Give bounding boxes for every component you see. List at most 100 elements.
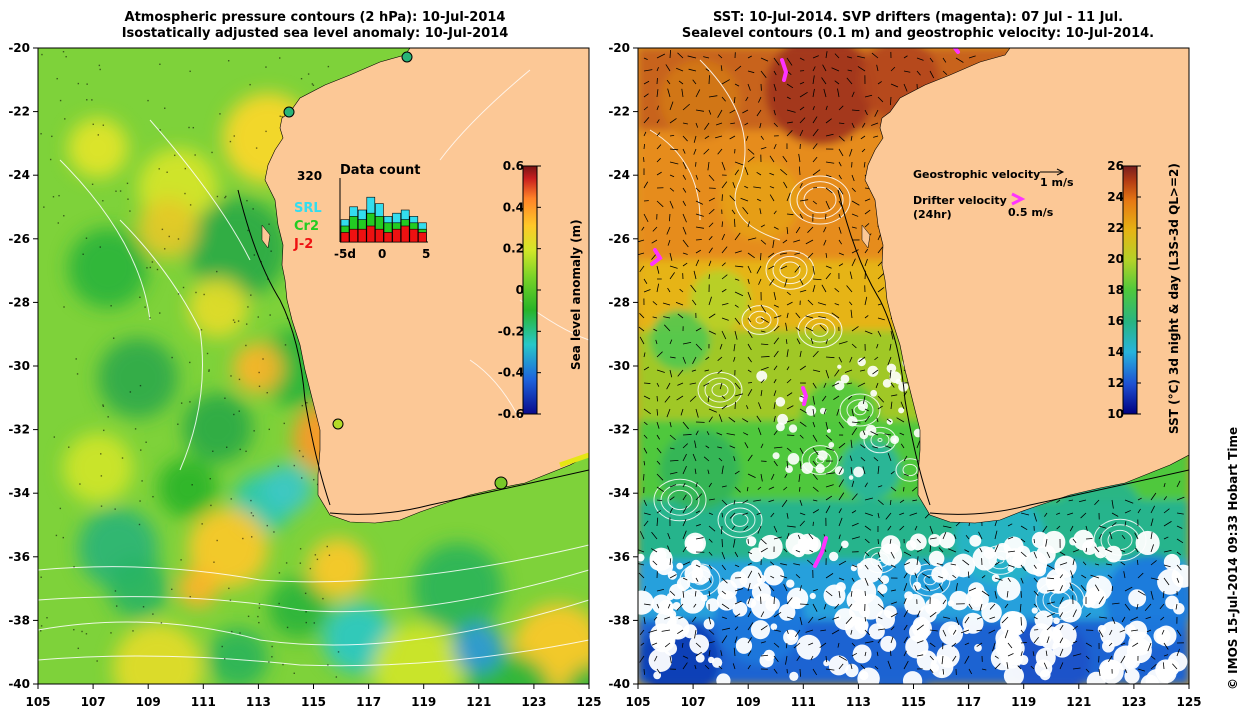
velocity-arrow	[825, 484, 834, 488]
sla-data-point	[257, 316, 259, 318]
velocity-arrow	[877, 590, 885, 597]
velocity-arrow	[677, 629, 684, 635]
velocity-arrow	[734, 588, 744, 592]
velocity-arrow	[838, 187, 844, 195]
velocity-arrow	[799, 520, 805, 527]
sla-data-point	[250, 536, 253, 538]
velocity-arrow	[989, 616, 996, 620]
sealevel-contour	[772, 255, 808, 285]
colorbar-tick-label: 14	[1107, 345, 1124, 359]
velocity-arrow	[793, 642, 801, 649]
velocity-arrow	[818, 616, 827, 621]
velocity-arrow	[734, 291, 744, 297]
cloud-patch	[1031, 607, 1038, 614]
sla-anomaly-patch	[63, 433, 133, 503]
velocity-arrow	[747, 55, 752, 59]
velocity-arrow	[812, 169, 821, 176]
colorbar-tick-label: 22	[1107, 221, 1124, 235]
cloud-patch	[1155, 625, 1177, 647]
cloud-patch	[840, 374, 850, 384]
colorbar-tick-label: 16	[1107, 314, 1124, 328]
velocity-arrow	[721, 317, 729, 321]
velocity-arrow	[1033, 538, 1036, 544]
cloud-patch	[735, 637, 753, 654]
velocity-arrow	[838, 161, 842, 167]
velocity-arrow	[876, 343, 879, 349]
velocity-arrow	[861, 148, 866, 153]
sla-data-point	[56, 77, 58, 80]
velocity-arrow	[746, 486, 749, 492]
sla-data-point	[180, 559, 182, 561]
velocity-arrow	[691, 369, 697, 372]
velocity-arrow	[823, 239, 827, 246]
velocity-arrow	[812, 106, 815, 111]
velocity-arrow	[769, 278, 775, 286]
velocity-arrow	[663, 324, 671, 332]
velocity-arrow	[812, 88, 815, 98]
velocity-arrow	[850, 135, 853, 141]
velocity-arrow	[818, 316, 827, 319]
sla-data-point	[158, 168, 160, 170]
velocity-arrow	[1172, 663, 1178, 670]
velocity-arrow	[1085, 668, 1090, 673]
velocity-arrow	[1020, 577, 1024, 584]
sla-data-point	[203, 293, 205, 296]
velocity-arrow	[695, 109, 705, 112]
right-title-line1: SST: 10-Jul-2014. SVP drifters (magenta)…	[712, 10, 1124, 25]
sla-data-point	[208, 370, 210, 372]
sla-data-point	[232, 319, 235, 321]
velocity-arrow	[786, 392, 793, 397]
velocity-arrow	[643, 93, 649, 98]
velocity-arrow	[768, 499, 775, 503]
velocity-arrow	[656, 200, 664, 208]
velocity-arrow	[799, 421, 807, 427]
velocity-arrow	[1090, 574, 1100, 579]
lat-tick-label: -22	[8, 105, 30, 119]
cloud-patch	[756, 370, 768, 382]
velocity-arrow	[678, 616, 684, 620]
velocity-arrow	[786, 57, 793, 66]
sla-data-point	[40, 625, 43, 627]
lat-tick-label: -30	[8, 359, 30, 373]
velocity-arrow	[846, 77, 853, 85]
sla-data-point	[201, 523, 203, 525]
velocity-arrow	[1111, 499, 1114, 509]
sla-data-point	[221, 645, 223, 648]
velocity-arrow	[643, 447, 648, 454]
sla-data-point	[238, 378, 241, 381]
velocity-arrow	[838, 239, 843, 245]
velocity-arrow	[903, 70, 911, 73]
sealevel-contour	[815, 456, 825, 464]
velocity-arrow	[796, 338, 801, 345]
colorbar-tick-label: 26	[1107, 159, 1124, 173]
velocity-arrow	[838, 442, 846, 449]
velocity-arrow	[746, 405, 749, 410]
sla-data-point	[149, 266, 152, 269]
velocity-arrow	[638, 572, 645, 579]
velocity-arrow	[976, 629, 983, 632]
velocity-arrow	[682, 252, 688, 255]
velocity-arrow	[717, 109, 723, 118]
lon-tick-label: 113	[846, 695, 871, 709]
velocity-arrow	[717, 356, 723, 361]
tide-gauge-marker	[283, 106, 295, 118]
velocity-arrow	[860, 664, 866, 670]
velocity-arrow	[819, 324, 827, 332]
velocity-arrow	[1067, 512, 1074, 516]
velocity-arrow	[734, 551, 739, 558]
velocity-arrow	[773, 430, 778, 436]
velocity-arrow	[708, 616, 712, 625]
velocity-arrow	[838, 508, 842, 514]
velocity-arrow	[877, 551, 881, 558]
velocity-arrow	[900, 401, 905, 410]
velocity-arrow	[874, 109, 879, 117]
velocity-arrow	[810, 338, 814, 345]
velocity-arrow	[656, 351, 663, 358]
velocity-arrow	[743, 432, 749, 436]
velocity-arrow	[667, 88, 671, 98]
velocity-arrow	[838, 263, 844, 267]
velocity-arrow	[733, 647, 736, 657]
velocity-arrow	[733, 499, 736, 505]
velocity-arrow	[1150, 664, 1157, 670]
cloud-patch	[1035, 647, 1056, 668]
